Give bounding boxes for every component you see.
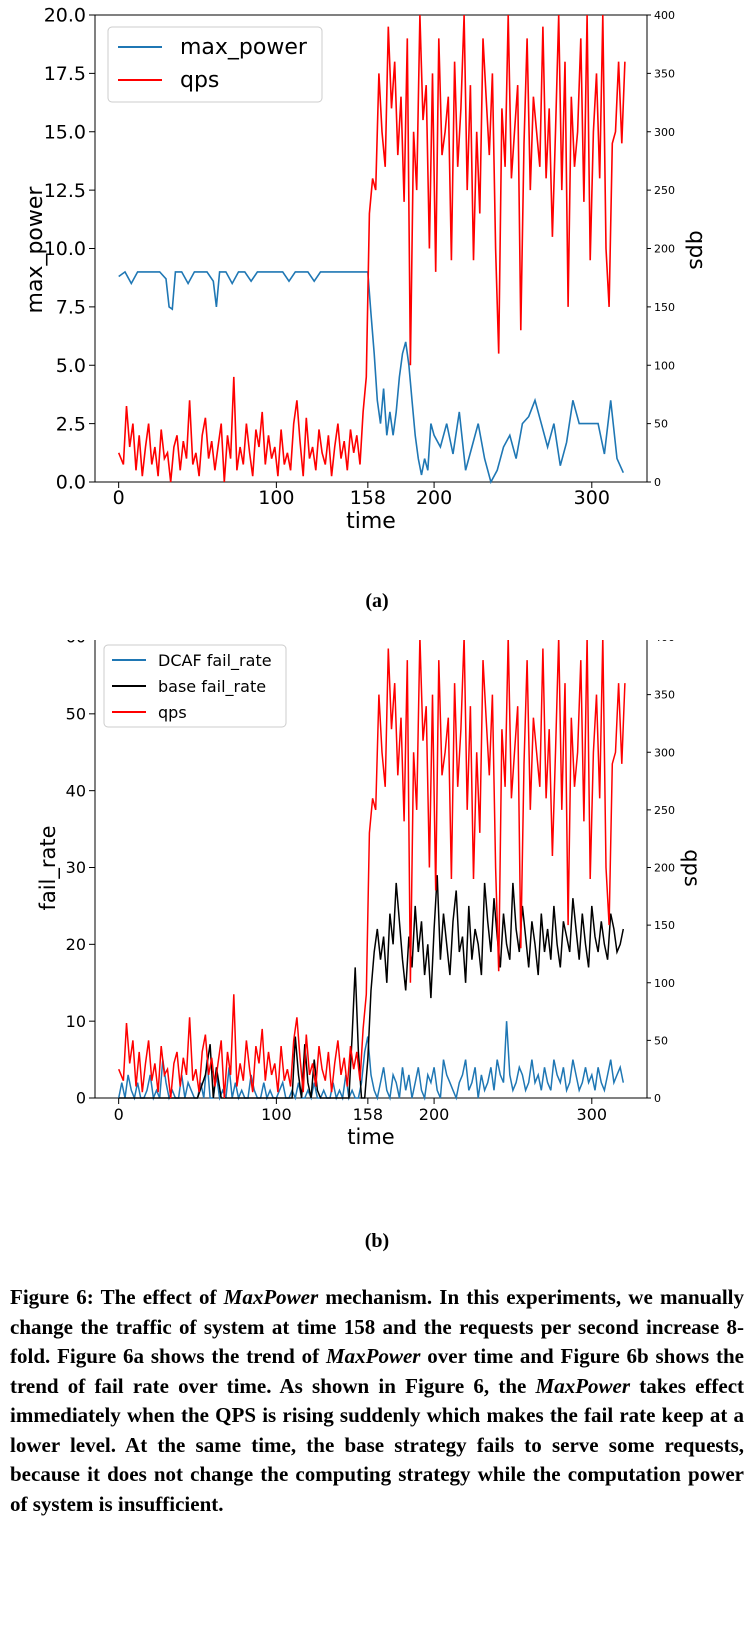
caption-term-2: MaxPower bbox=[325, 1344, 421, 1368]
legend-label-max-power: max_power bbox=[180, 35, 308, 60]
left-y-tick-label: 17.5 bbox=[44, 63, 86, 85]
caption-term-3: MaxPower bbox=[535, 1373, 631, 1398]
x-tick-label: 158 bbox=[353, 1105, 384, 1124]
left-y-tick-label: 12.5 bbox=[44, 180, 86, 202]
right-y-tick-label: 250 bbox=[654, 184, 675, 197]
x-tick-label: 200 bbox=[416, 487, 452, 509]
figure-b-chart: 0 100 158 200 300 0 10 20 30 40 50 60 0 50 100 150 200… bbox=[36, 640, 704, 1149]
qps-line bbox=[117, 14, 626, 483]
right-y-tick-label: 400 bbox=[654, 640, 675, 644]
right-y-tick-label: 350 bbox=[654, 689, 675, 702]
right-y-tick-label: 100 bbox=[654, 359, 675, 372]
left-y-tick-label: 0.0 bbox=[56, 472, 86, 494]
legend: DCAF fail_rate base fail_rate qps bbox=[103, 644, 287, 728]
right-y-tick-label: 200 bbox=[654, 862, 675, 875]
x-axis-ticks: 0 100 158 200 300 bbox=[114, 1098, 608, 1124]
dcaf-fail-rate-line bbox=[117, 1021, 625, 1101]
right-y-tick-label: 200 bbox=[654, 243, 675, 256]
right-y-tick-label: 250 bbox=[654, 804, 675, 817]
left-y-tick-label: 20 bbox=[66, 935, 86, 954]
left-y-tick-label: 5.0 bbox=[56, 355, 86, 377]
right-y-tick-label: 0 bbox=[654, 476, 661, 489]
left-y-tick-label: 15.0 bbox=[44, 121, 86, 143]
right-y-tick-label: 150 bbox=[654, 301, 675, 314]
right-y-axis-ticks: 0 50 100 150 200 250 300 350 400 bbox=[647, 640, 675, 1105]
left-y-axis-ticks: 0.0 2.5 5.0 7.5 10.0 12.5 15.0 17.5 20.0 bbox=[44, 5, 95, 494]
right-y-tick-label: 50 bbox=[654, 418, 668, 431]
left-y-axis-label: fail_rate bbox=[36, 825, 61, 910]
x-axis-label: time bbox=[346, 509, 396, 534]
x-tick-label: 100 bbox=[258, 487, 294, 509]
left-y-tick-label: 60 bbox=[66, 640, 86, 647]
legend-label-base: base fail_rate bbox=[158, 677, 266, 697]
figure-a-chart: 0 100 158 200 300 0.0 2.5 5.0 7.5 10.0 12.5 15.0 17… bbox=[23, 5, 709, 534]
figure-a-sublabel: (a) bbox=[365, 590, 389, 612]
figure-caption: Figure 6: The effect of MaxPower mechani… bbox=[10, 1283, 744, 1519]
right-y-axis-label: qps bbox=[680, 849, 704, 887]
figure-b-sublabel: (b) bbox=[364, 1230, 390, 1252]
x-tick-label: 300 bbox=[574, 487, 610, 509]
caption-text-1: Figure 6: The effect of bbox=[10, 1285, 224, 1309]
base-fail-rate-line bbox=[118, 875, 625, 1099]
left-y-axis-ticks: 0 10 20 30 40 50 60 bbox=[66, 640, 95, 1108]
x-tick-label: 100 bbox=[261, 1105, 292, 1124]
x-tick-label: 0 bbox=[114, 1105, 124, 1124]
max-power-line bbox=[118, 270, 625, 485]
left-y-tick-label: 20.0 bbox=[44, 5, 86, 27]
left-y-tick-label: 2.5 bbox=[56, 413, 86, 435]
left-y-axis-label: max_power bbox=[23, 186, 48, 314]
x-tick-label: 158 bbox=[350, 487, 386, 509]
right-y-tick-label: 300 bbox=[654, 746, 675, 759]
legend-label-dcaf: DCAF fail_rate bbox=[158, 651, 272, 671]
left-y-tick-label: 40 bbox=[66, 781, 86, 800]
x-axis-label: time bbox=[347, 1125, 394, 1149]
qps-line bbox=[118, 640, 626, 1099]
right-y-tick-label: 400 bbox=[654, 9, 675, 22]
legend-box bbox=[107, 26, 323, 103]
legend-label-qps: qps bbox=[158, 703, 187, 722]
left-y-tick-label: 0 bbox=[76, 1089, 86, 1108]
right-y-tick-label: 150 bbox=[654, 919, 675, 932]
caption-text-4: takes effect immediately when the QPS is… bbox=[10, 1373, 745, 1516]
legend-box bbox=[103, 644, 287, 728]
right-y-tick-label: 300 bbox=[654, 126, 675, 139]
left-y-tick-label: 7.5 bbox=[56, 297, 86, 319]
caption-text-3: over time and Figure 6b shows the trend … bbox=[10, 1344, 745, 1398]
left-y-tick-label: 50 bbox=[66, 704, 86, 723]
right-y-axis-ticks: 0 50 100 150 200 250 300 350 400 bbox=[647, 9, 675, 489]
x-tick-label: 200 bbox=[419, 1105, 450, 1124]
x-tick-label: 300 bbox=[577, 1105, 608, 1124]
right-y-tick-label: 0 bbox=[654, 1092, 661, 1105]
left-y-tick-label: 10 bbox=[66, 1012, 86, 1031]
right-y-tick-label: 100 bbox=[654, 977, 675, 990]
right-y-axis-label: qps bbox=[684, 230, 709, 269]
caption-text-2: mechanism. In this experiments, we manua… bbox=[10, 1285, 744, 1368]
legend-label-qps: qps bbox=[180, 68, 219, 93]
x-tick-label: 0 bbox=[113, 487, 125, 509]
legend: max_power qps bbox=[107, 26, 323, 103]
caption-term-1: MaxPower bbox=[223, 1285, 319, 1309]
right-y-tick-label: 350 bbox=[654, 67, 675, 80]
left-y-tick-label: 30 bbox=[66, 858, 86, 877]
right-y-tick-label: 50 bbox=[654, 1034, 668, 1047]
left-y-tick-label: 10.0 bbox=[44, 238, 86, 260]
x-axis-ticks: 0 100 158 200 300 bbox=[113, 482, 610, 509]
